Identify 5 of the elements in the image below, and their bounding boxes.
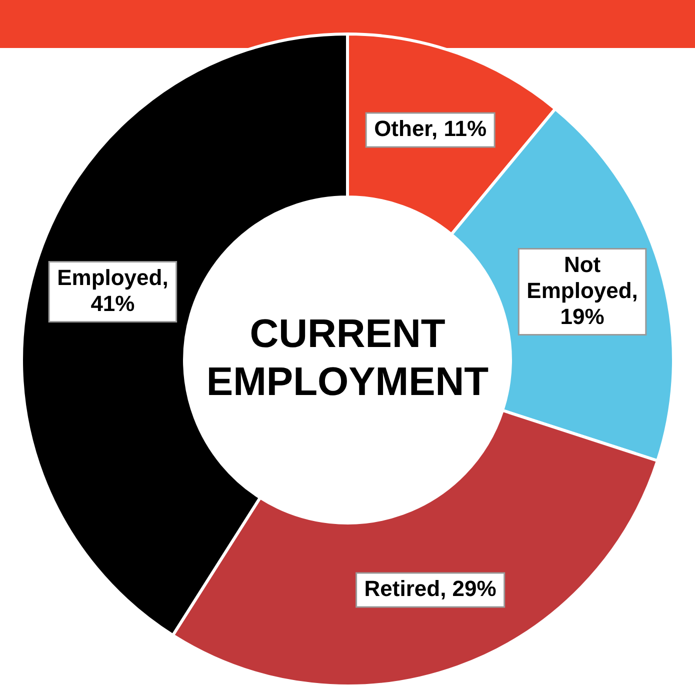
slice-label: Employed, 41% xyxy=(57,264,168,316)
text: CURRENT EMPLOYMENT xyxy=(206,312,489,404)
slice-label: Retired, 29% xyxy=(364,576,496,602)
slice-label: Not Employed, 19% xyxy=(526,252,638,329)
slice-label: Other, 11% xyxy=(374,116,487,142)
